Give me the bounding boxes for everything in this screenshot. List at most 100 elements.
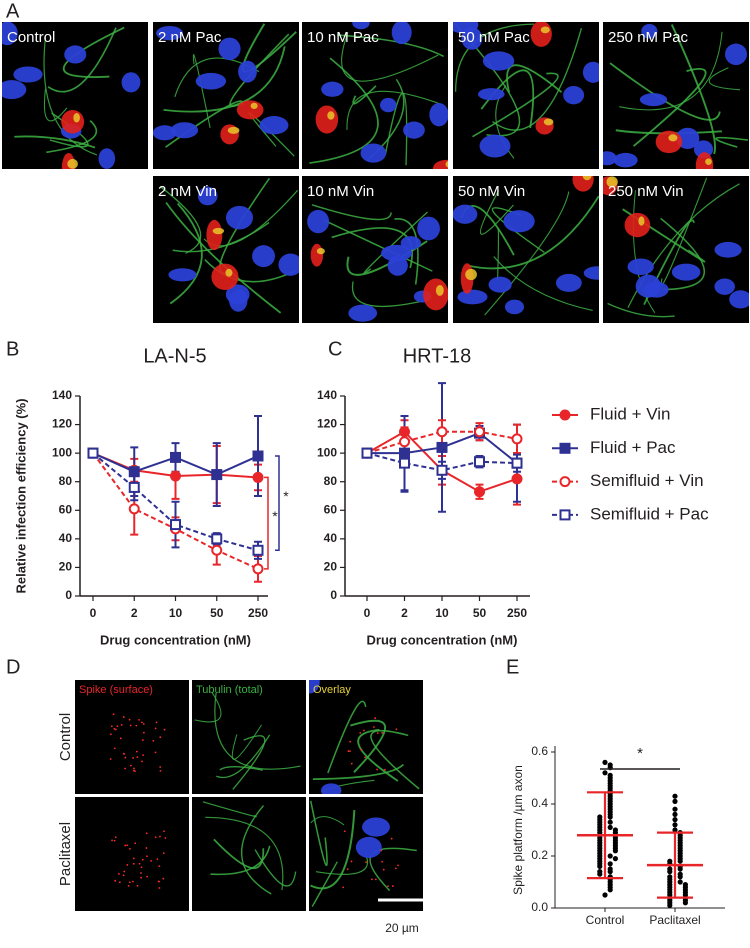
y-tick-label: 80: [59, 474, 73, 488]
significance-mark: *: [637, 745, 643, 762]
data-point: [399, 457, 410, 469]
neurite: [204, 259, 296, 283]
spike-dot: [346, 868, 349, 871]
data-point: [436, 464, 448, 476]
spike-dot: [159, 769, 162, 772]
colocalization: [465, 268, 477, 281]
spike-dot: [136, 756, 139, 759]
neurite: [472, 72, 559, 138]
neurite: [351, 281, 424, 307]
panel-letter: B: [6, 338, 19, 360]
spike-dot: [146, 875, 149, 878]
spike-dot: [109, 733, 112, 736]
significance-mark: *: [283, 488, 289, 504]
image-label: 50 nM Pac: [458, 29, 530, 46]
spike-dot: [365, 861, 368, 864]
spike-dot: [349, 750, 351, 753]
micrograph: [302, 176, 448, 323]
legend-marker: [559, 442, 571, 454]
data-point: [672, 793, 678, 799]
data-point: [677, 879, 683, 885]
data-point: [252, 544, 264, 556]
data-point: [252, 471, 264, 483]
neurite: [310, 816, 345, 826]
nucleus: [348, 304, 378, 322]
neurite: [205, 816, 284, 891]
nucleus: [714, 278, 735, 295]
neurite: [62, 26, 125, 78]
colocalization: [445, 160, 448, 168]
spike-dot: [111, 839, 113, 842]
row-label: Paclitaxel: [57, 822, 74, 886]
spike-dot: [159, 766, 162, 768]
colocalization: [638, 216, 645, 226]
spike-dot: [126, 844, 129, 847]
neurite: [241, 805, 272, 895]
nucleus: [503, 210, 535, 233]
data-point: [612, 848, 619, 854]
spike-dot: [364, 756, 366, 759]
x-tick-label: 50: [210, 606, 224, 620]
nucleus: [2, 22, 18, 46]
micrograph: [192, 680, 306, 794]
spike-dot: [394, 867, 397, 870]
micrograph: [603, 176, 749, 323]
infected-cell: [211, 263, 239, 291]
neurite: [331, 227, 413, 269]
data-point: [87, 447, 99, 459]
nucleus: [64, 45, 87, 64]
micrograph: [75, 797, 189, 911]
panel-letter: E: [506, 656, 519, 678]
colocalization: [705, 158, 712, 165]
spike-dot: [141, 721, 143, 724]
data-point: [597, 863, 603, 870]
data-point: [511, 457, 523, 469]
nucleus: [671, 263, 701, 281]
data-point: [128, 466, 140, 478]
data-point: [474, 426, 485, 438]
micrograph: [192, 797, 306, 911]
nucleus: [307, 209, 330, 234]
row-label: Control: [57, 713, 74, 761]
neurite: [484, 191, 570, 316]
spike-dot: [141, 858, 144, 861]
image-label: 10 nM Vin: [307, 183, 374, 200]
data-point: [597, 871, 603, 877]
micrograph: [153, 176, 299, 323]
nucleus: [478, 88, 505, 101]
spike-dot: [145, 847, 148, 849]
spike-dot: [124, 756, 127, 759]
spike-dot: [129, 724, 132, 727]
spike-dot: [373, 726, 375, 728]
x-tick-label: 10: [435, 606, 449, 620]
spike-dot: [110, 725, 113, 728]
x-tick-label: 2: [401, 606, 408, 620]
spike-dot: [109, 758, 112, 760]
neurite: [46, 120, 98, 154]
neurite: [169, 202, 203, 305]
neurite: [312, 763, 404, 780]
x-tick-label: 250: [248, 606, 268, 620]
nucleus: [309, 680, 320, 694]
nucleus: [504, 299, 525, 315]
micrograph: [309, 680, 423, 794]
neurite: [496, 227, 500, 280]
significance-bracket: [264, 476, 269, 570]
data-point: [682, 900, 689, 906]
data-point: [602, 759, 608, 766]
spike-dot: [118, 873, 120, 875]
spike-dot: [157, 880, 160, 883]
data-point: [607, 824, 613, 831]
y-tick-label: 100: [317, 445, 337, 459]
spike-dot: [116, 725, 119, 728]
y-tick-label: 0.6: [531, 744, 548, 758]
spike-dot: [141, 760, 143, 763]
neurite: [363, 211, 428, 274]
neurite: [214, 692, 301, 770]
spike-dot: [158, 887, 161, 889]
x-tick-label: Paclitaxel: [649, 913, 700, 927]
nucleus: [488, 276, 512, 293]
y-tick-label: 60: [324, 502, 338, 516]
data-point: [672, 806, 678, 812]
